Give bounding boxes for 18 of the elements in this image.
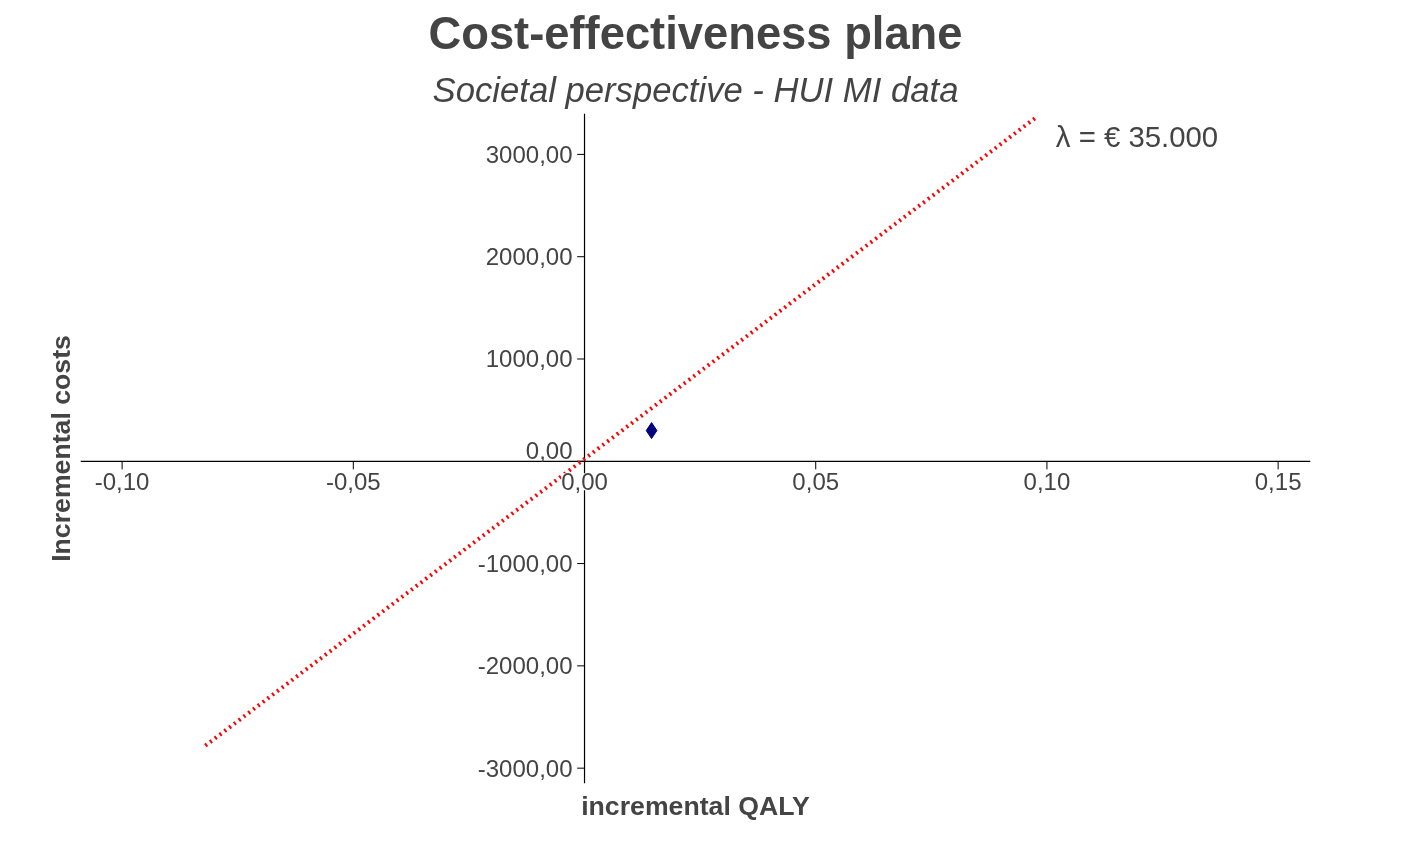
y-tick-label: -1000,00 <box>477 550 573 578</box>
chart-title: Cost-effectiveness plane <box>428 7 963 59</box>
x-tick-label: 0,10 <box>1023 468 1071 496</box>
y-tick-label: 3000,00 <box>485 140 573 168</box>
x-tick-label: -0,05 <box>325 468 381 496</box>
y-tick-label: -3000,00 <box>477 754 573 782</box>
x-tick-label: -0,10 <box>94 468 150 496</box>
y-tick-label: 0,00 <box>525 437 573 465</box>
series-label: λ = € 35.000 <box>1055 119 1219 153</box>
y-tick-label: 1000,00 <box>485 345 573 373</box>
y-tick-label: -2000,00 <box>477 652 573 680</box>
x-tick-label: 0,15 <box>1254 468 1302 496</box>
chart-subtitle: Societal perspective - HUI MI data <box>432 70 959 109</box>
y-axis-title: Incremental costs <box>45 335 76 562</box>
y-tick-label: 2000,00 <box>485 243 573 271</box>
x-axis-title: incremental QALY <box>581 790 811 821</box>
x-tick-label: 0,00 <box>561 468 608 496</box>
x-tick-label: 0,05 <box>792 468 840 496</box>
